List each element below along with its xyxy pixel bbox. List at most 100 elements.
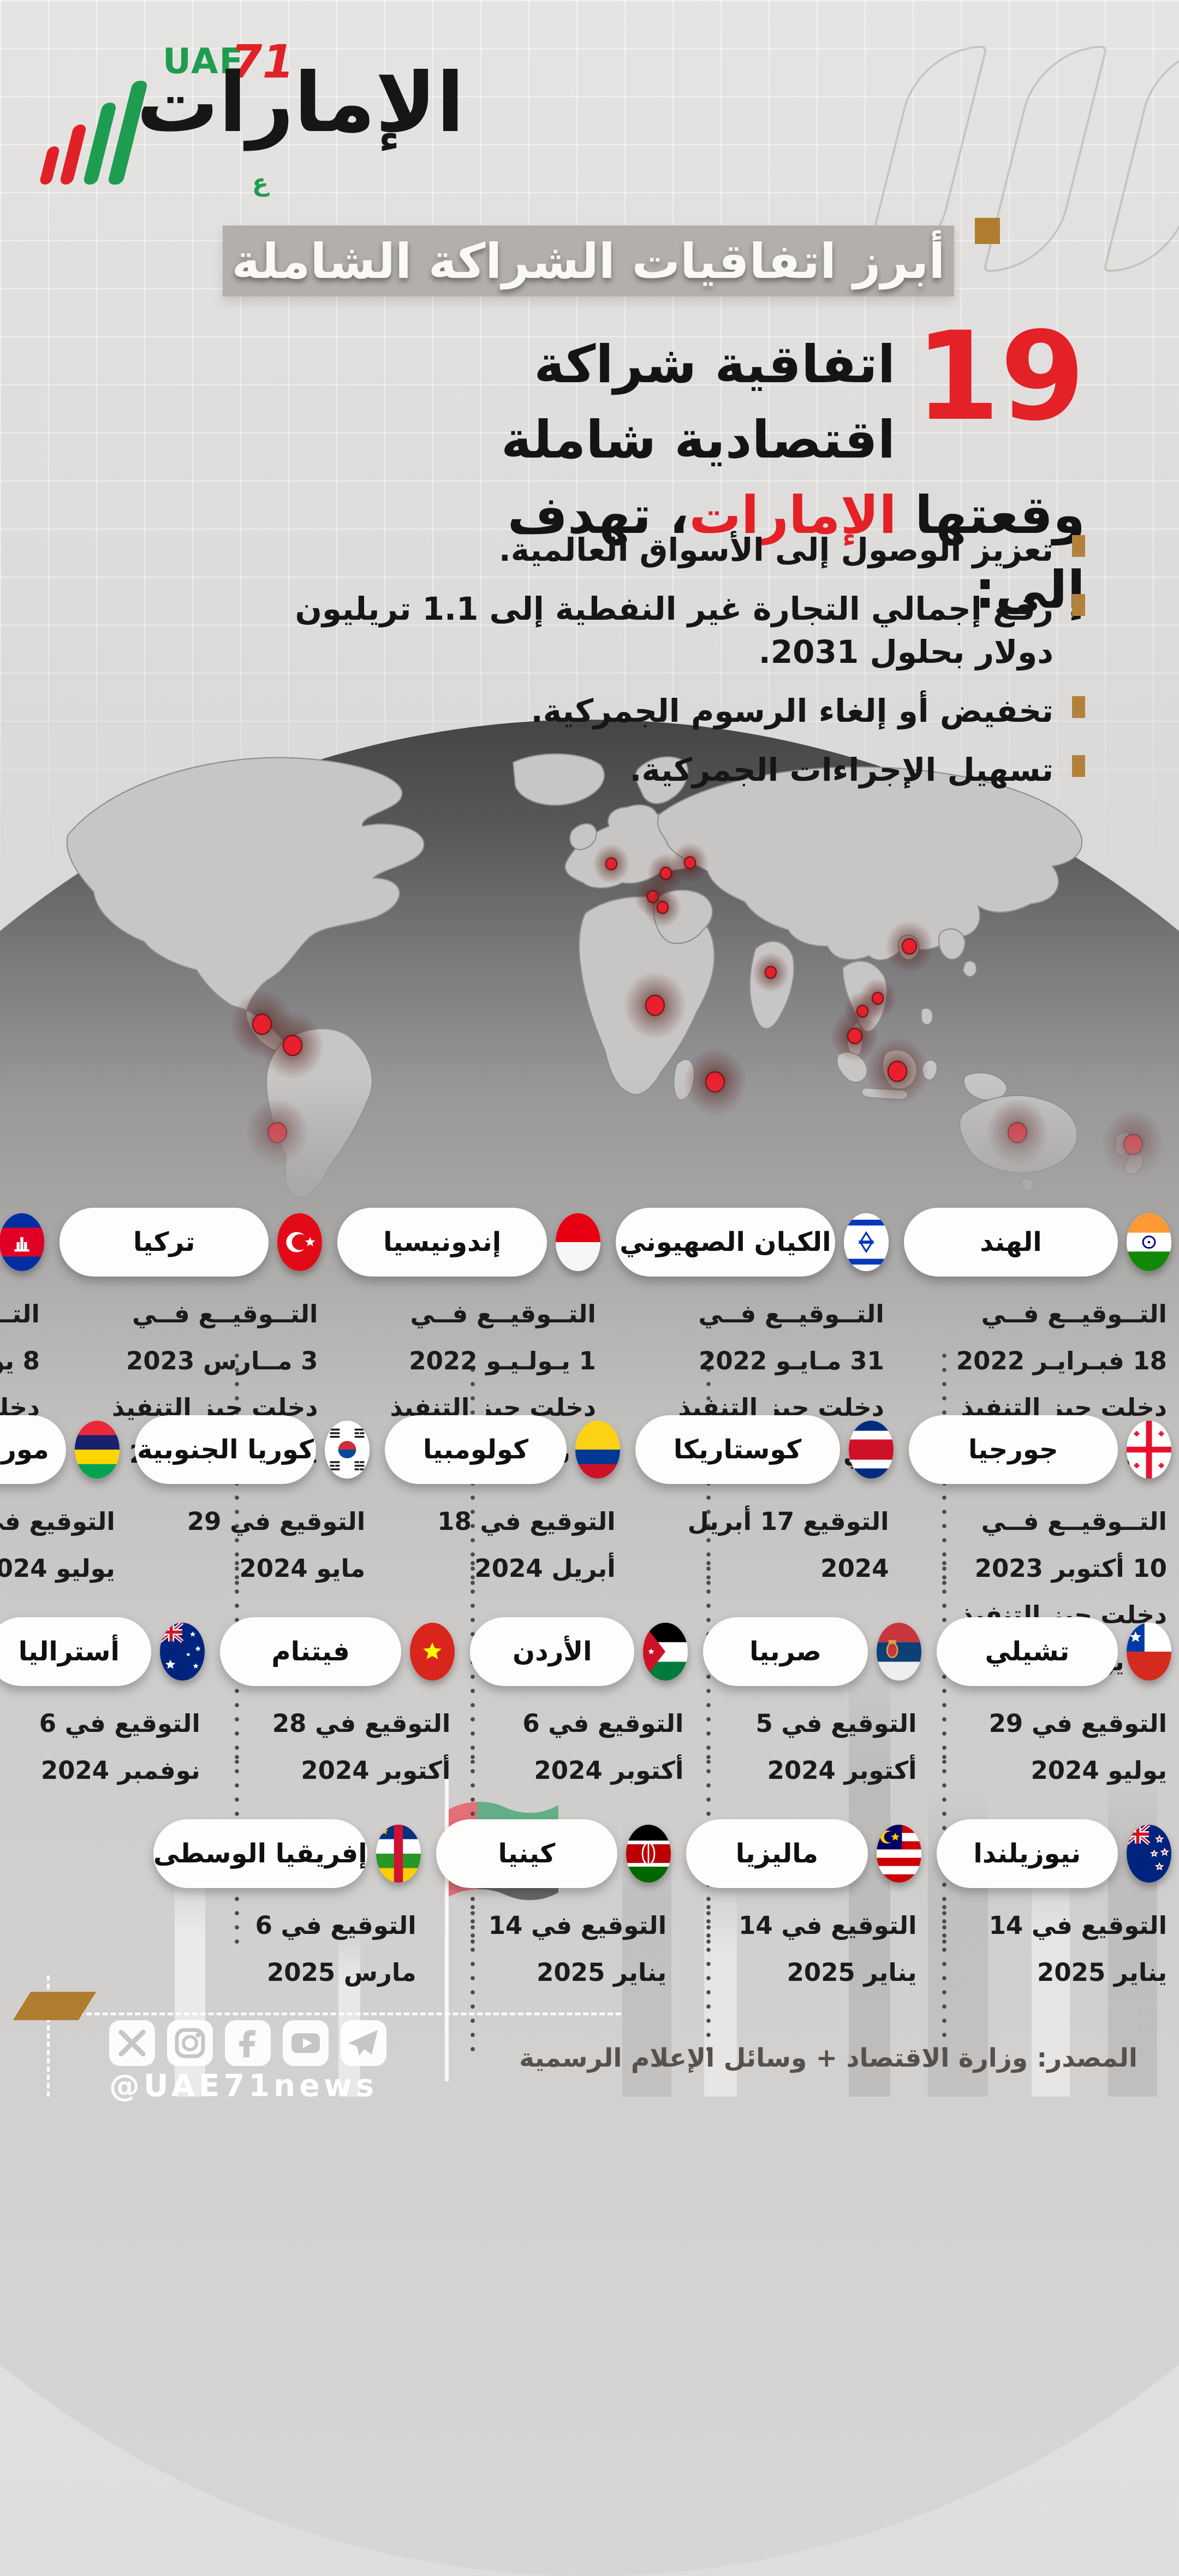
x-icon[interactable] (109, 2020, 155, 2066)
mauritius-map-dot (683, 1048, 747, 1117)
headline-text: اتفاقية شراكة اقتصادية شاملة وقعتها (501, 335, 1085, 545)
uae71-logo: UAE 71 الإمارات ع (38, 26, 465, 206)
country-card: إفريقيا الوسطى التوقيع في 6 مارس 2025 (146, 1819, 428, 1996)
agreement-date-line: نوفمبر 2024 (40, 1755, 200, 1785)
agreement-date-line: 3 مــارس 2023 (126, 1346, 318, 1375)
country-pill: كوستاريكا (635, 1415, 840, 1484)
country-name: ماليزيا (735, 1838, 818, 1869)
agreement-dates: التوقيع في 6 نوفمبر 2024 (0, 1700, 205, 1794)
country-card: تشيلي التوقيع في 29 يوليو 2024 (929, 1617, 1179, 1794)
country-pill: موريشيوس (0, 1415, 66, 1484)
footer-dashed-line-horizontal (70, 2013, 621, 2015)
agreement-dates: التوقيع في 14 يناير 2025 (436, 1902, 671, 1996)
colombia-flag-icon (575, 1421, 620, 1479)
agreement-date-line: 2024 (820, 1553, 889, 1583)
country-header: كوستاريكا (635, 1415, 894, 1484)
country-pill: كينيا (436, 1819, 618, 1888)
agreement-date-line: 1 يـولـيـو 2022 (409, 1346, 596, 1375)
country-name: تشيلي (985, 1636, 1070, 1667)
country-name: إفريقيا الوسطى (153, 1838, 367, 1869)
agreement-date-line: 18 فبـرايـر 2022 (956, 1346, 1167, 1375)
australia-map-dot (986, 1099, 1049, 1167)
country-pill: إندونيسيا (337, 1208, 547, 1277)
agreement-dates: التوقيع في 6 أكتوبر 2024 (470, 1700, 688, 1794)
country-name: كوستاريكا (673, 1434, 802, 1465)
india-flag-icon (1127, 1213, 1171, 1271)
country-name: إندونيسيا (383, 1227, 502, 1257)
country-header: جورجيا (908, 1415, 1171, 1484)
agreement-date-line: التوقيع في 14 (488, 1911, 667, 1940)
footer-dashed-line-vertical (47, 1975, 50, 2097)
country-card: كولومبيا التوقيع في 18 أبريل 2024 (377, 1415, 627, 1685)
agreement-date-line: أبريل 2024 (474, 1553, 616, 1583)
agreement-date-line: التوقيع في 6 (255, 1911, 416, 1940)
agreement-date-line: أكتوبر 2024 (301, 1755, 451, 1785)
country-card: فيتنام التوقيع في 28 أكتوبر 2024 (212, 1617, 462, 1794)
instagram-icon[interactable] (167, 2020, 213, 2066)
skyline-tower (1108, 1764, 1157, 2097)
kenya-flag-icon (626, 1825, 671, 1883)
country-card: نيوزيلندا التوقيع في 14 يناير 2025 (929, 1819, 1179, 1996)
goal-bullet-icon (1072, 755, 1085, 777)
georgia-flag-icon (1127, 1421, 1171, 1479)
georgia-map-dot (671, 842, 708, 883)
agreement-date-line: يوليو 2024 (1031, 1755, 1167, 1785)
indonesia-map-dot (866, 1037, 929, 1106)
column-separator (706, 1900, 711, 2061)
agreement-date-line: 8 يونيـو 2023 (0, 1346, 40, 1375)
country-card: كينيا التوقيع في 14 يناير 2025 (428, 1819, 678, 1996)
agreement-date-line: التــوقيــع فــي (698, 1299, 884, 1328)
agreement-date-line: يناير 2025 (537, 1957, 667, 1987)
country-pill: كوريا الجنوبية (134, 1415, 317, 1484)
skyline-tower (1032, 1862, 1070, 2097)
country-name: الأردن (513, 1636, 592, 1667)
country-pill: صربيا (703, 1617, 868, 1686)
chile-map-dot (246, 1099, 309, 1167)
headline-number: 19 (915, 305, 1085, 448)
new-zealand-map-dot (1101, 1110, 1165, 1179)
goal-item: تعزيز الوصول إلى الأسواق العالمية. (228, 529, 1085, 571)
agreement-date-line: أكتوبر 2024 (534, 1755, 684, 1785)
facebook-icon[interactable] (225, 2020, 271, 2066)
agreement-date-line: التــوقيــع فــي (0, 1299, 40, 1328)
mauritius-flag-icon (74, 1421, 120, 1479)
source-note: المصدر: وزارة الاقتصاد + وسائل الإعلام ا… (519, 2043, 1138, 2073)
logo-text-en: UAE (163, 41, 245, 82)
country-card: إندونيسيا التــوقيــع فــي 1 يـولـيـو 202… (330, 1208, 608, 1477)
country-pill: جورجيا (908, 1415, 1118, 1484)
agreement-date-line: 31 مـايـو 2022 (699, 1346, 884, 1375)
country-name: أستراليا (18, 1636, 120, 1667)
south-korea-map-dot (885, 920, 934, 973)
telegram-icon[interactable] (341, 2020, 386, 2066)
agreement-dates: التوقيع في 6 مارس 2025 (153, 1902, 421, 1996)
country-header: موريشيوس (0, 1415, 120, 1484)
country-header: كمبوديا (0, 1208, 44, 1277)
country-card: كوريا الجنوبية التوقيع في 29 مايو 2024 (127, 1415, 377, 1685)
country-header: الهند (903, 1208, 1171, 1277)
goal-item: تسهيل الإجراءات الجمركية. (228, 749, 1085, 791)
south-korea-flag-icon (325, 1421, 370, 1479)
country-name: كينيا (498, 1838, 556, 1869)
agreement-location-dots (230, 842, 1165, 1179)
country-header: الأردن (470, 1617, 688, 1686)
country-pill: فيتنام (219, 1617, 402, 1686)
serbia-flag-icon (876, 1623, 921, 1681)
agreement-dates: التــوقيــع فــي 1 يـولـيـو 2022 دخلت حيز … (337, 1291, 600, 1477)
column-separator (942, 1900, 946, 2061)
country-header: كولومبيا (385, 1415, 620, 1484)
youtube-icon[interactable] (283, 2020, 329, 2066)
agreement-dates: التوقيع في 28 أكتوبر 2024 (220, 1700, 455, 1794)
agreement-date-line: التوقيع في 29 (187, 1507, 366, 1536)
india-map-dot (752, 952, 789, 993)
logo-ain-mark: ع (252, 169, 269, 197)
agreement-dates: التوقيع في 14 يناير 2025 (686, 1902, 921, 1996)
malaysia-flag-icon (876, 1825, 921, 1883)
costa-rica-flag-icon (848, 1421, 894, 1479)
agreement-date-line: التوقيع في 18 (437, 1507, 616, 1536)
country-name: الكيان الصهيوني (620, 1227, 831, 1257)
agreement-date-line: التوقيع في 14 (739, 1911, 917, 1940)
agreements-row-4: نيوزيلندا التوقيع في 14 يناير 2025 ماليزي… (0, 1819, 1179, 1996)
agreements-row-3: تشيلي التوقيع في 29 يوليو 2024 صربيا التو… (0, 1617, 1179, 1794)
country-header: صربيا (703, 1617, 921, 1686)
malaysia-map-dot (830, 1010, 879, 1063)
